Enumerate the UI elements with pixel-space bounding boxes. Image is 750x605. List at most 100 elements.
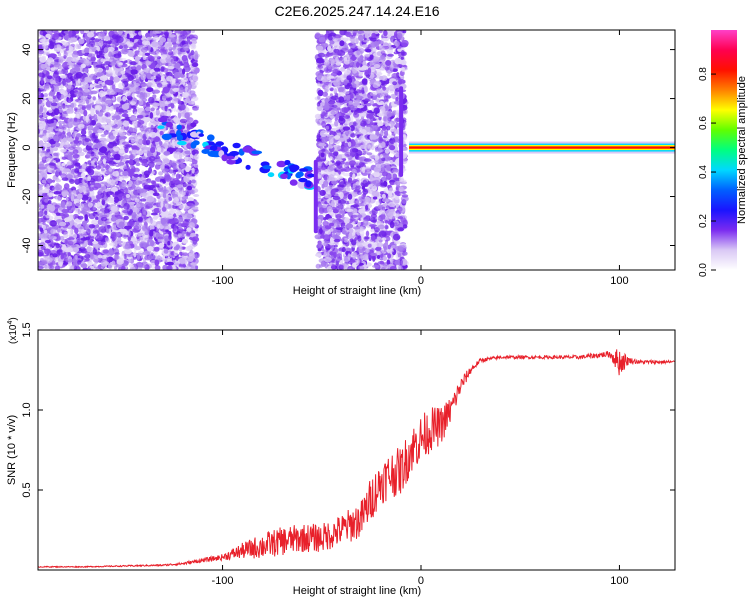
noise-speckle — [90, 151, 95, 157]
noise-speckle — [38, 72, 43, 77]
noise-speckle — [166, 75, 173, 82]
noise-speckle — [77, 78, 81, 84]
noise-speckle — [87, 168, 95, 176]
noise-speckle — [80, 237, 88, 241]
noise-speckle — [91, 219, 98, 226]
noise-speckle — [132, 30, 136, 35]
noise-speckle — [113, 76, 120, 83]
noise-speckle — [94, 175, 102, 182]
noise-speckle — [57, 261, 64, 266]
noise-speckle — [78, 38, 85, 45]
noise-speckle — [51, 179, 56, 183]
noise-speckle — [383, 188, 389, 194]
noise-speckle — [110, 205, 118, 212]
noise-speckle — [187, 209, 194, 215]
noise-speckle — [87, 53, 96, 58]
noise-speckle — [147, 202, 154, 207]
noise-speckle — [169, 147, 177, 152]
noise-speckle — [53, 108, 60, 116]
noise-speckle — [134, 233, 142, 238]
noise-speckle — [67, 98, 72, 104]
noise-speckle — [65, 247, 74, 253]
noise-speckle — [89, 83, 93, 91]
noise-speckle — [81, 221, 88, 226]
noise-speckle — [69, 89, 75, 96]
noise-speckle — [86, 32, 95, 38]
noise-speckle — [77, 124, 85, 129]
noise-speckle — [66, 164, 75, 169]
noise-speckle — [175, 202, 182, 206]
noise-speckle — [45, 33, 51, 39]
noise-speckle — [152, 192, 160, 197]
noise-speckle — [158, 242, 165, 248]
noise-speckle — [159, 57, 167, 63]
noise-speckle — [76, 44, 82, 48]
noise-speckle — [149, 225, 155, 231]
noise-speckle — [163, 186, 167, 192]
noise-speckle — [38, 166, 47, 170]
noise-speckle — [71, 186, 77, 191]
noise-speckle — [145, 60, 152, 66]
noise-speckle — [109, 76, 114, 82]
noise-speckle — [102, 219, 108, 226]
noise-speckle — [178, 262, 186, 268]
noise-speckle — [90, 109, 95, 117]
noise-speckle — [146, 87, 154, 93]
noise-speckle — [108, 160, 116, 165]
noise-speckle — [38, 126, 46, 130]
noise-speckle — [148, 161, 155, 168]
noise-speckle — [127, 220, 135, 228]
noise-speckle — [117, 30, 123, 35]
noise-speckle — [124, 116, 132, 121]
noise-speckle — [80, 263, 88, 269]
noise-speckle — [38, 211, 42, 217]
noise-speckle — [49, 40, 53, 45]
noise-speckle — [87, 94, 92, 100]
noise-speckle — [121, 198, 127, 204]
noise-speckle — [80, 76, 85, 83]
noise-speckle — [104, 53, 110, 59]
noise-speckle — [43, 129, 47, 134]
noise-speckle — [165, 71, 173, 78]
noise-speckle — [63, 168, 71, 173]
noise-speckle — [192, 96, 199, 102]
noise-speckle — [104, 61, 111, 66]
noise-speckle — [54, 142, 61, 148]
noise-speckle — [102, 158, 106, 165]
noise-speckle — [49, 216, 54, 220]
noise-speckle — [55, 243, 60, 249]
noise-speckle — [83, 88, 91, 93]
noise-speckle — [178, 87, 185, 94]
noise-speckle — [90, 40, 95, 48]
noise-speckle — [93, 263, 97, 267]
noise-speckle — [170, 102, 175, 109]
noise-speckle — [109, 242, 116, 246]
noise-speckle — [175, 255, 180, 261]
noise-speckle — [68, 121, 74, 129]
noise-speckle — [131, 183, 136, 189]
noise-speckle — [100, 217, 108, 222]
noise-speckle — [191, 62, 199, 67]
noise-speckle — [65, 201, 73, 207]
noise-speckle — [116, 120, 124, 127]
noise-speckle — [50, 228, 57, 235]
noise-speckle — [159, 111, 168, 116]
noise-speckle — [67, 229, 73, 234]
noise-speckle — [191, 38, 198, 42]
noise-speckle — [99, 137, 107, 142]
noise-speckle — [187, 197, 195, 202]
noise-speckle — [67, 83, 72, 90]
noise-speckle — [180, 163, 186, 169]
noise-speckle — [115, 69, 123, 76]
noise-speckle — [75, 202, 80, 207]
noise-speckle — [130, 74, 136, 80]
noise-speckle — [73, 73, 82, 80]
noise-speckle — [55, 152, 60, 157]
noise-speckle — [61, 189, 69, 196]
noise-speckle — [133, 173, 140, 178]
noise-speckle — [95, 142, 103, 149]
noise-speckle — [166, 94, 174, 98]
noise-speckle — [162, 229, 167, 235]
